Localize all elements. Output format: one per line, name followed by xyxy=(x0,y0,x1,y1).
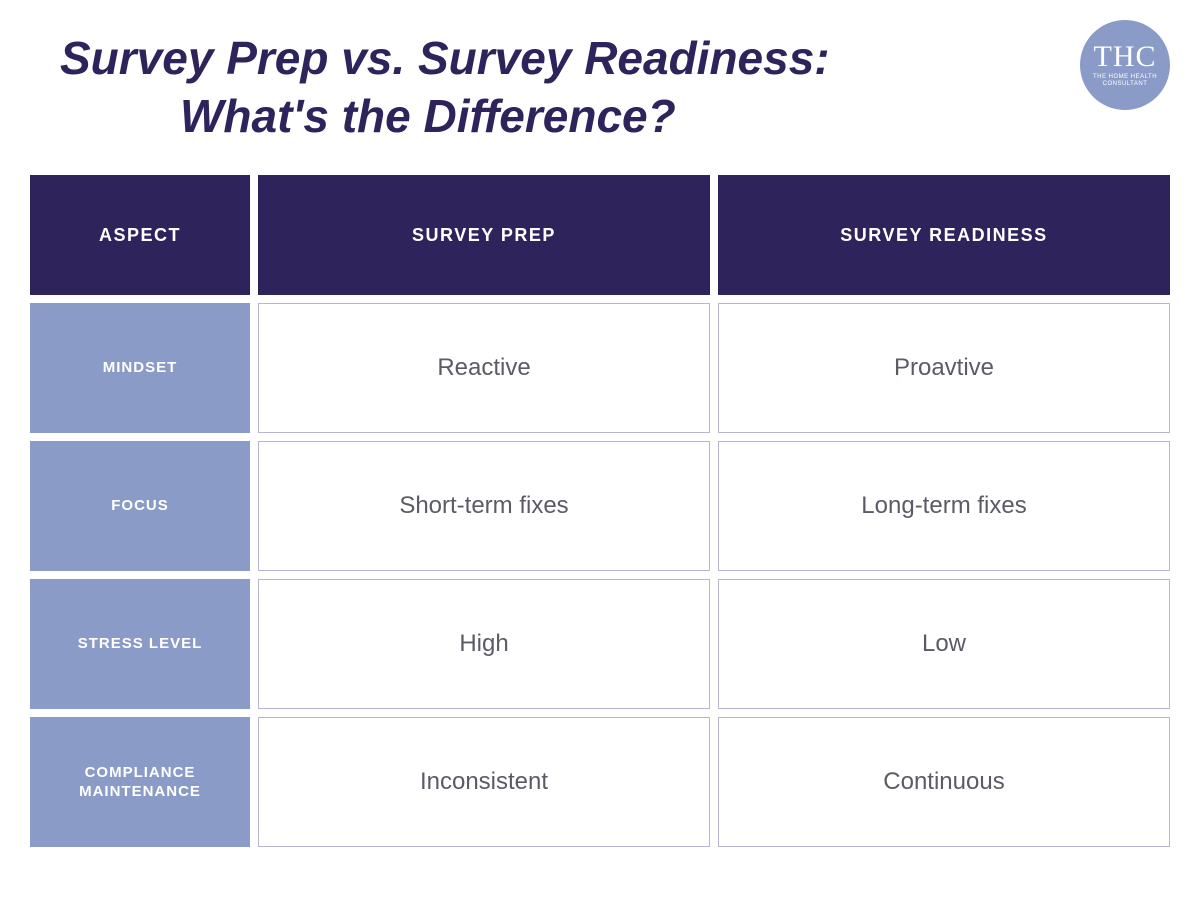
cell-prep: High xyxy=(258,579,710,709)
row-label: COMPLIANCE MAINTENANCE xyxy=(30,717,250,847)
brand-logo: THC THE HOME HEALTH CONSULTANT xyxy=(1080,20,1170,110)
cell-readiness: Continuous xyxy=(718,717,1170,847)
page-title: Survey Prep vs. Survey Readiness: What's… xyxy=(0,0,1200,155)
title-line-1: Survey Prep vs. Survey Readiness: xyxy=(60,32,830,84)
cell-prep: Inconsistent xyxy=(258,717,710,847)
col-header-aspect: ASPECT xyxy=(30,175,250,295)
col-header-readiness: SURVEY READINESS xyxy=(718,175,1170,295)
logo-sub-text: THE HOME HEALTH CONSULTANT xyxy=(1080,74,1170,87)
row-label: MINDSET xyxy=(30,303,250,433)
row-label: FOCUS xyxy=(30,441,250,571)
col-header-prep: SURVEY PREP xyxy=(258,175,710,295)
logo-main-text: THC xyxy=(1094,42,1157,72)
cell-readiness: Low xyxy=(718,579,1170,709)
cell-readiness: Proavtive xyxy=(718,303,1170,433)
cell-readiness: Long-term fixes xyxy=(718,441,1170,571)
comparison-table: ASPECT SURVEY PREP SURVEY READINESS MIND… xyxy=(0,155,1200,877)
title-line-2: What's the Difference? xyxy=(60,88,1140,146)
row-label: STRESS LEVEL xyxy=(30,579,250,709)
cell-prep: Short-term fixes xyxy=(258,441,710,571)
cell-prep: Reactive xyxy=(258,303,710,433)
